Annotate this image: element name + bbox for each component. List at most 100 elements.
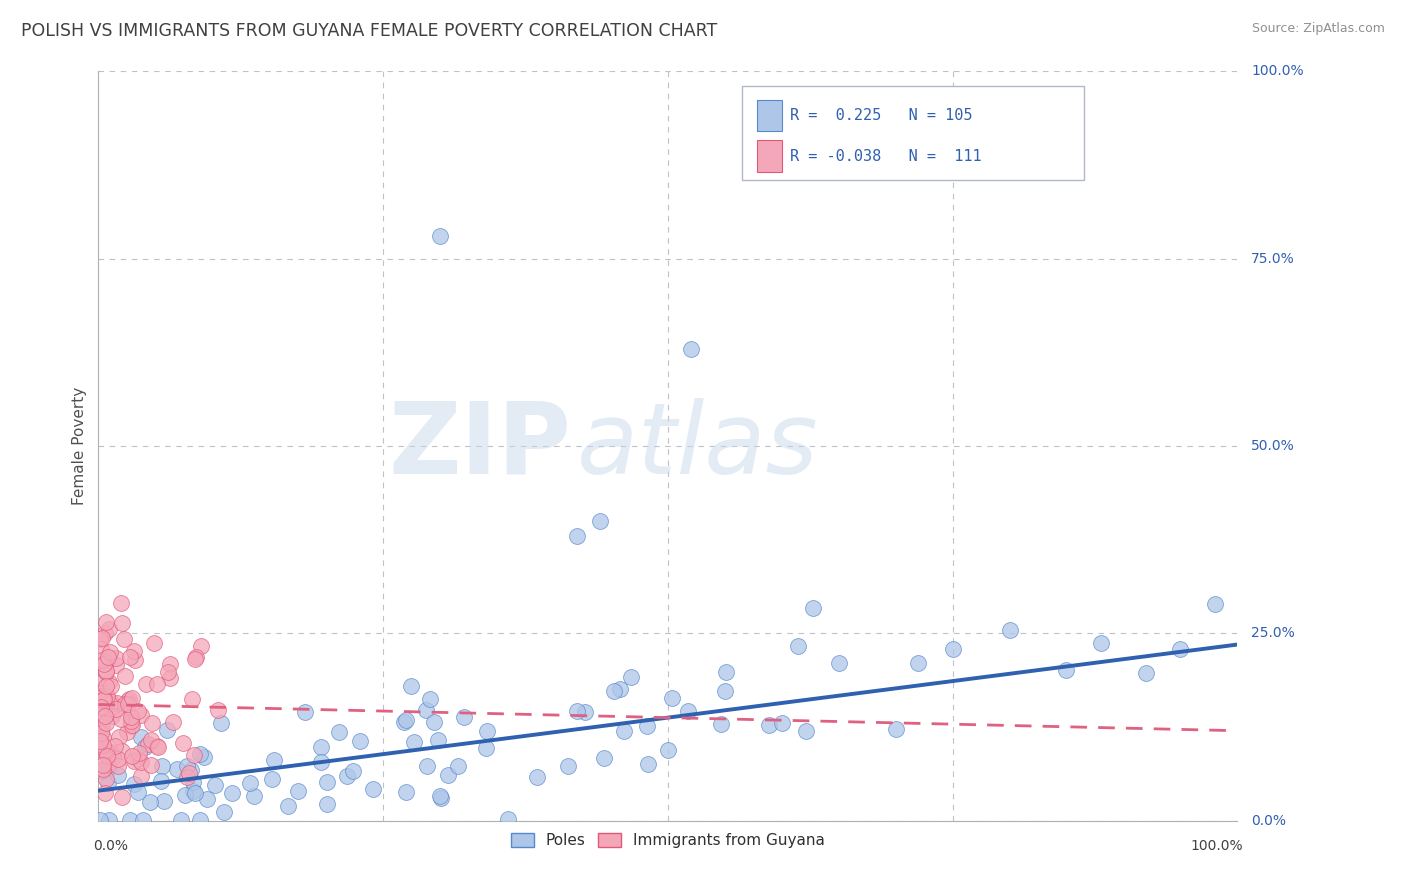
Point bbox=[169, 813, 191, 827]
Point bbox=[98, 645, 121, 659]
Point bbox=[416, 758, 439, 772]
Point bbox=[243, 789, 266, 803]
Point bbox=[474, 741, 496, 756]
Point bbox=[188, 813, 211, 827]
Point bbox=[96, 689, 118, 703]
Point bbox=[89, 813, 111, 827]
Point bbox=[129, 755, 152, 769]
Point bbox=[98, 813, 121, 827]
Point bbox=[94, 664, 117, 678]
Point bbox=[316, 797, 339, 811]
Point bbox=[97, 761, 120, 775]
Point bbox=[394, 785, 416, 799]
Point bbox=[129, 730, 152, 744]
Point bbox=[309, 739, 332, 754]
Point bbox=[176, 759, 198, 773]
Point bbox=[120, 714, 142, 728]
Point bbox=[593, 751, 616, 765]
Y-axis label: Female Poverty: Female Poverty bbox=[72, 387, 87, 505]
Point bbox=[676, 704, 699, 718]
Point bbox=[96, 749, 118, 764]
Point bbox=[94, 626, 117, 640]
Point bbox=[89, 675, 111, 690]
Point bbox=[287, 784, 309, 798]
Text: 75.0%: 75.0% bbox=[1251, 252, 1295, 266]
Point bbox=[136, 738, 159, 752]
Point bbox=[184, 652, 207, 666]
Point bbox=[422, 715, 444, 730]
Point bbox=[91, 653, 114, 667]
Point bbox=[309, 755, 332, 769]
Point bbox=[94, 679, 117, 693]
Point bbox=[117, 693, 139, 707]
Point bbox=[104, 739, 127, 753]
Point bbox=[574, 705, 596, 719]
Point bbox=[429, 789, 451, 804]
Point bbox=[526, 770, 548, 784]
Point bbox=[181, 775, 204, 789]
Point bbox=[603, 684, 626, 698]
Text: Source: ZipAtlas.com: Source: ZipAtlas.com bbox=[1251, 22, 1385, 36]
Point bbox=[96, 665, 118, 679]
Point bbox=[90, 631, 112, 645]
Point bbox=[114, 669, 136, 683]
Point bbox=[342, 764, 364, 778]
Point bbox=[179, 765, 201, 780]
Point bbox=[114, 697, 136, 711]
Point bbox=[111, 744, 134, 758]
Point bbox=[221, 786, 243, 800]
Text: 50.0%: 50.0% bbox=[1251, 439, 1295, 453]
Point bbox=[105, 697, 128, 711]
Point bbox=[430, 790, 453, 805]
Point bbox=[714, 684, 737, 698]
Point bbox=[176, 770, 198, 784]
Point bbox=[153, 794, 176, 808]
Text: 25.0%: 25.0% bbox=[1251, 626, 1295, 640]
Point bbox=[557, 759, 579, 773]
Point bbox=[636, 719, 658, 733]
Point bbox=[162, 714, 184, 729]
Point bbox=[87, 736, 110, 750]
Point bbox=[121, 691, 143, 706]
Point bbox=[188, 747, 211, 762]
Point bbox=[91, 762, 114, 776]
Point bbox=[195, 792, 218, 806]
Point bbox=[139, 732, 162, 747]
Point bbox=[96, 772, 118, 786]
Point bbox=[184, 786, 207, 800]
Point bbox=[419, 691, 441, 706]
Point bbox=[103, 750, 125, 764]
Point bbox=[122, 754, 145, 768]
Point bbox=[1054, 154, 1078, 169]
Point bbox=[159, 657, 181, 672]
Point bbox=[121, 748, 143, 763]
Text: POLISH VS IMMIGRANTS FROM GUYANA FEMALE POVERTY CORRELATION CHART: POLISH VS IMMIGRANTS FROM GUYANA FEMALE … bbox=[21, 22, 717, 40]
Point bbox=[97, 675, 120, 690]
Point bbox=[146, 739, 169, 753]
Point bbox=[120, 714, 142, 729]
Point bbox=[122, 644, 145, 658]
Point bbox=[415, 703, 437, 717]
Point bbox=[127, 752, 149, 766]
Text: atlas: atlas bbox=[576, 398, 818, 494]
Point bbox=[120, 710, 142, 724]
Point bbox=[710, 717, 733, 731]
Point bbox=[91, 731, 114, 745]
Point bbox=[429, 229, 451, 244]
Point bbox=[181, 691, 204, 706]
Point bbox=[107, 768, 129, 782]
Point bbox=[801, 600, 824, 615]
Point bbox=[565, 529, 588, 543]
Point bbox=[427, 732, 450, 747]
Point bbox=[149, 774, 172, 789]
Bar bbox=[756, 100, 782, 131]
Point bbox=[183, 748, 205, 763]
Point bbox=[150, 759, 173, 773]
Point bbox=[90, 642, 112, 657]
Point bbox=[90, 720, 112, 734]
Point bbox=[156, 723, 179, 738]
Point bbox=[94, 716, 117, 731]
Point bbox=[87, 690, 110, 705]
Point bbox=[107, 759, 129, 773]
Point bbox=[100, 745, 122, 759]
